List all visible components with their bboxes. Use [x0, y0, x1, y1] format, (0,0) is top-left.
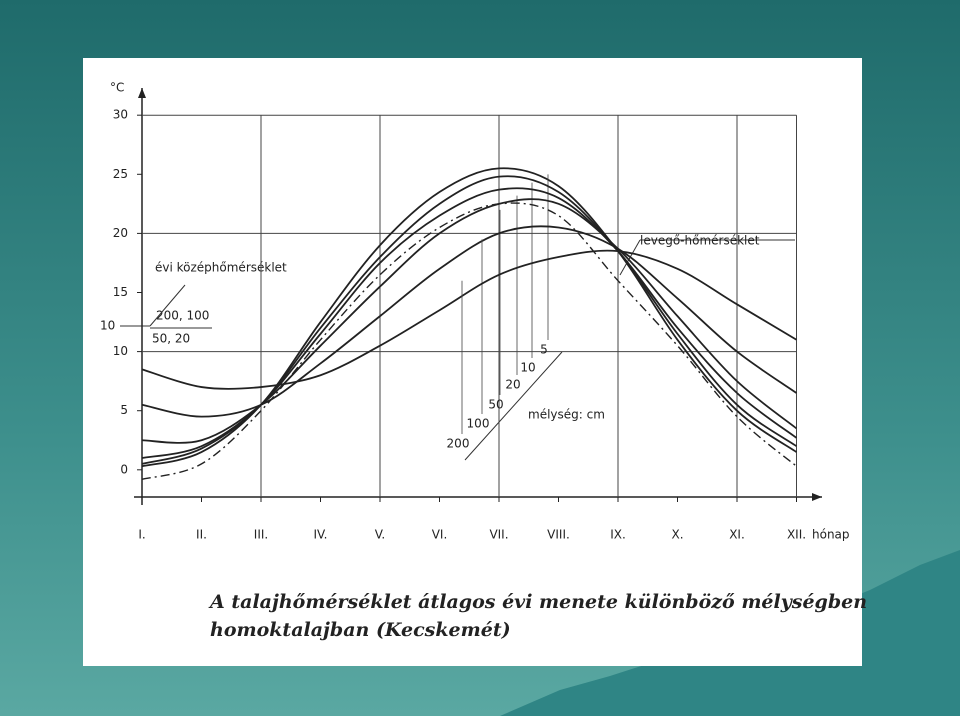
y-tick-label: 10	[113, 344, 128, 358]
arrow	[138, 88, 146, 98]
series-line	[141, 202, 797, 480]
x-tick-label: I.	[138, 528, 145, 542]
series-label: 20	[505, 378, 520, 392]
series-label: levegő-hőmérséklet	[640, 234, 760, 248]
x-axis-label: hónap	[812, 528, 850, 542]
x-tick-label: V.	[375, 528, 385, 542]
x-tick-label: XI.	[729, 528, 745, 542]
decoration	[500, 550, 960, 716]
title-text: A talajhőmérséklet átlagos évi menete kü…	[208, 591, 867, 613]
y-tick-label: 0	[120, 462, 128, 476]
series-label: 100	[467, 417, 490, 431]
y-tick-label: 15	[113, 285, 128, 299]
x-tick-label: IV.	[313, 528, 327, 542]
y-tick-label: 30	[113, 108, 128, 122]
annotation: évi középhőmérséklet	[155, 261, 287, 275]
series-line	[141, 225, 798, 418]
annotation: 50, 20	[152, 332, 190, 346]
y-tick-label: 20	[113, 226, 128, 240]
x-tick-label: IX.	[610, 528, 626, 542]
arrow	[812, 493, 822, 501]
annotation: mélység: cm	[528, 408, 605, 422]
series-label: 5	[540, 343, 548, 357]
series-line	[141, 249, 797, 390]
y-axis-label: °C	[110, 81, 124, 95]
chart-title: A talajhőmérséklet átlagos évi menete kü…	[208, 591, 867, 641]
x-tick-label: II.	[196, 528, 207, 542]
x-tick-label: VII.	[489, 528, 508, 542]
y-tick-label: 5	[120, 403, 128, 417]
x-tick-label: X.	[671, 528, 683, 542]
x-tick-label: XII.	[787, 528, 806, 542]
annotation: 10	[100, 319, 115, 333]
annotation: 200, 100	[156, 309, 209, 323]
chart-panel	[83, 58, 862, 666]
title-text: homoktalajban (Kecskemét)	[210, 619, 511, 641]
series-label: 10	[520, 361, 535, 375]
y-tick-label: 25	[113, 167, 128, 181]
x-tick-label: VIII.	[547, 528, 570, 542]
x-tick-label: III.	[254, 528, 268, 542]
series-label: 50	[488, 398, 503, 412]
x-tick-label: VI.	[432, 528, 448, 542]
series-label: 200	[447, 437, 470, 451]
